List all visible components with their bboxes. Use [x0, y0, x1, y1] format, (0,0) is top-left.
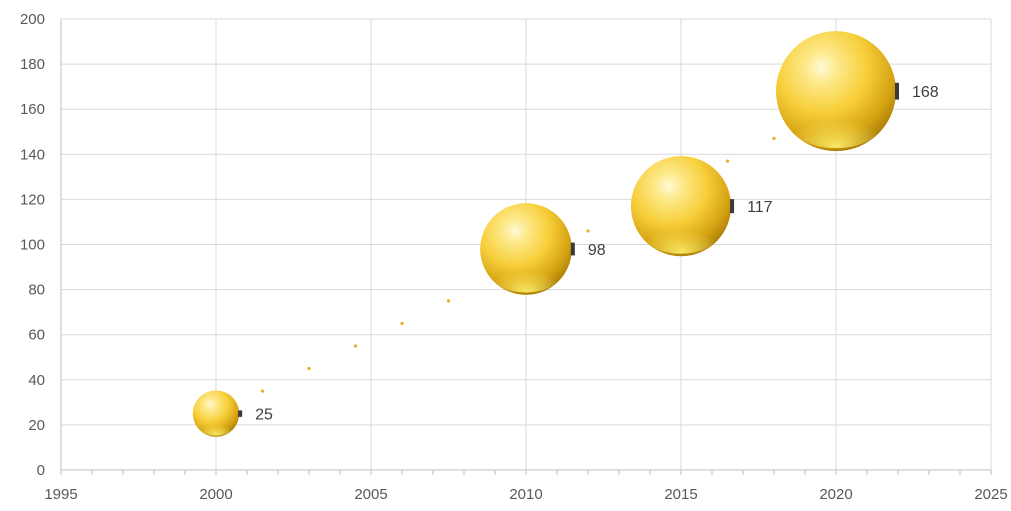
data-labels: 25 98 117 168	[255, 84, 939, 423]
y-tick-label: 60	[28, 327, 45, 344]
bubble	[480, 203, 575, 295]
bubble-data-label: 168	[912, 84, 939, 101]
trendline-dot	[353, 344, 358, 348]
bubble-edge-marker	[730, 199, 735, 214]
y-tick-label: 140	[20, 146, 45, 163]
x-tick-label: 2000	[199, 486, 232, 503]
y-tick-label: 80	[28, 282, 45, 299]
y-tick-label: 180	[20, 56, 45, 73]
bubble-edge-marker	[570, 242, 575, 256]
bubble-rim-highlight	[791, 100, 881, 149]
bubble-rim-highlight	[198, 417, 234, 436]
y-tick-label: 200	[20, 11, 45, 28]
bubble-edge-marker	[238, 410, 243, 417]
trendline-dot	[772, 136, 776, 141]
y-tick-label: 20	[28, 417, 45, 434]
x-tick-label: 2020	[819, 486, 852, 503]
axes: 0 20 40 60 80 100 120 140 160 180 200 1995 2000 2005 2…	[20, 11, 1008, 503]
bubbles	[192, 31, 899, 437]
bubble-rim-highlight	[491, 255, 561, 293]
bubble	[776, 31, 899, 152]
bubble	[630, 156, 735, 257]
trendline-dot	[586, 229, 590, 233]
y-tick-label: 40	[28, 372, 45, 389]
y-tick-label: 0	[37, 462, 45, 479]
bubble-rim-highlight	[643, 213, 719, 254]
bubble-data-label: 25	[255, 407, 273, 424]
trendline-dot	[446, 299, 451, 303]
trendline-dot	[307, 366, 311, 371]
bubble-data-label: 98	[588, 242, 606, 259]
y-tick-label: 100	[20, 237, 45, 254]
trendline-dot	[400, 321, 404, 326]
x-tick-label: 1995	[44, 486, 77, 503]
x-tick-label: 2025	[974, 486, 1007, 503]
trendline-dot	[260, 389, 265, 393]
x-tick-label: 2005	[354, 486, 387, 503]
x-tick-label: 2015	[664, 486, 697, 503]
y-tick-label: 160	[20, 101, 45, 118]
bubble	[192, 390, 243, 437]
bubble-data-label: 117	[747, 199, 773, 216]
bubble-edge-marker	[895, 82, 899, 100]
x-tick-label: 2010	[509, 486, 542, 503]
trendline-dot	[725, 159, 730, 163]
y-tick-label: 120	[20, 191, 45, 208]
